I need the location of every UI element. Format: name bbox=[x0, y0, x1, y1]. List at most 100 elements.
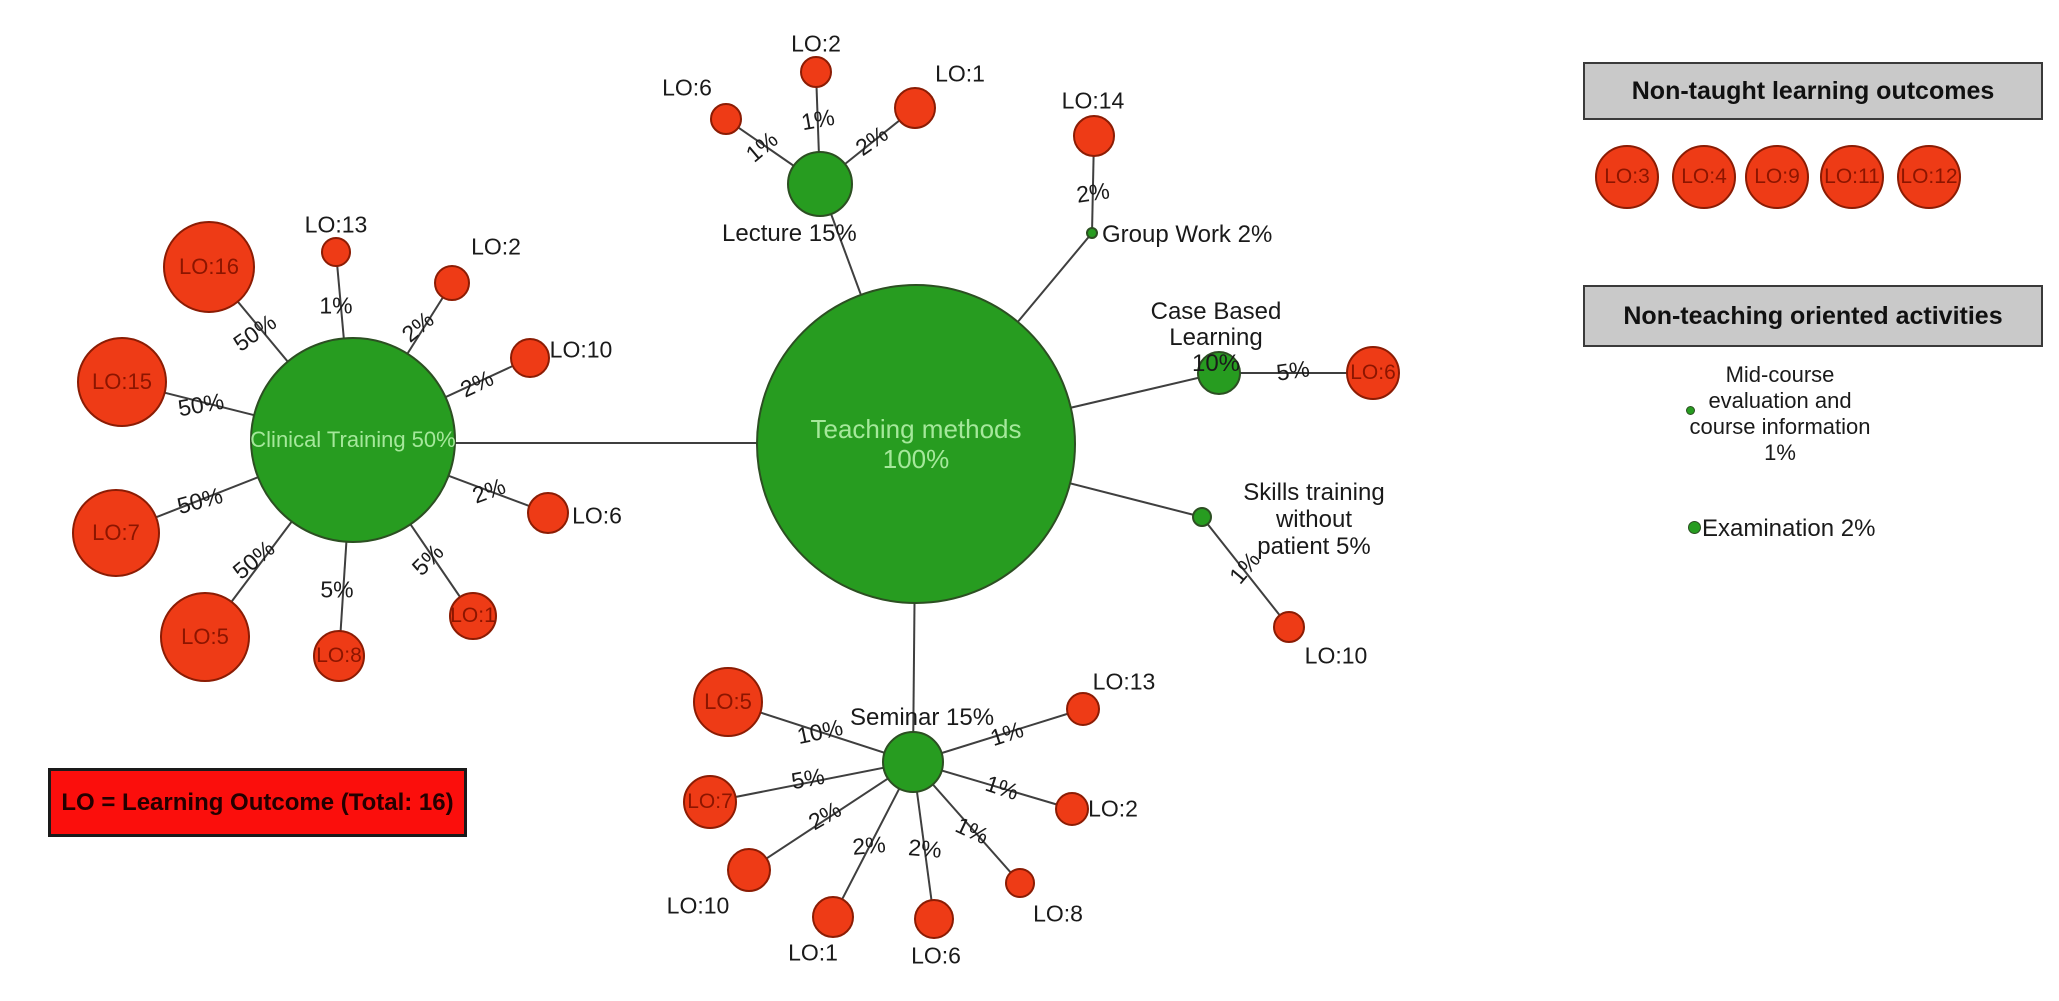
case-based-node bbox=[1197, 351, 1241, 395]
outcome-label: LO:10 bbox=[1304, 642, 1368, 669]
seminar-node bbox=[882, 731, 944, 793]
outcome-node-lo8 bbox=[1005, 868, 1035, 898]
outcome-node-lo3: LO:3 bbox=[1595, 145, 1659, 209]
outcome-node-lo2 bbox=[1055, 792, 1089, 826]
outcome-node-lo6: LO:6 bbox=[1346, 346, 1400, 400]
outcome-node-lo7: LO:7 bbox=[683, 775, 737, 829]
outcome-node-lo9: LO:9 bbox=[1745, 145, 1809, 209]
lecture-node bbox=[787, 151, 853, 217]
group-work-label: Group Work 2% bbox=[1102, 221, 1273, 248]
outcome-label: LO:6 bbox=[572, 502, 622, 529]
lecture-label: Lecture 15% bbox=[722, 220, 857, 247]
outcome-node-lo1 bbox=[812, 896, 854, 938]
outcome-label: LO:9 bbox=[1754, 165, 1800, 188]
outcome-label: LO:5 bbox=[704, 689, 752, 714]
case-based-label-line1: Case Based Learning bbox=[1150, 298, 1282, 351]
outcome-label: LO:8 bbox=[1033, 900, 1083, 927]
outcome-label: LO:8 bbox=[316, 644, 362, 667]
skills-training-label-line1: Skills training without bbox=[1243, 479, 1385, 533]
outcome-node-lo2 bbox=[800, 56, 832, 88]
seminar-label: Seminar 15% bbox=[850, 704, 995, 731]
legend-box: LO = Learning Outcome (Total: 16) bbox=[48, 768, 467, 837]
outcome-node-lo6 bbox=[710, 103, 742, 135]
outcome-label: LO:15 bbox=[92, 369, 152, 394]
outcome-label: LO:6 bbox=[1350, 361, 1396, 384]
outcome-label: LO:14 bbox=[1061, 87, 1125, 114]
outcome-label: LO:1 bbox=[935, 60, 985, 87]
skills-training-node bbox=[1192, 507, 1212, 527]
skills-training-label-line2: patient 5% bbox=[1257, 533, 1371, 560]
outcome-node-lo12: LO:12 bbox=[1897, 145, 1961, 209]
examination-label: Examination 2% bbox=[1702, 515, 1876, 542]
outcome-label: LO:6 bbox=[662, 74, 712, 101]
group-work-node bbox=[1086, 227, 1098, 239]
midcourse-line1: Mid-course bbox=[1725, 362, 1835, 387]
outcome-label: LO:1 bbox=[450, 604, 496, 627]
outcome-node-lo8: LO:8 bbox=[313, 630, 365, 682]
teaching-methods-label: Teaching methods 100% bbox=[810, 414, 1021, 474]
outcome-label: LO:7 bbox=[92, 520, 140, 545]
outcome-node-lo10 bbox=[510, 338, 550, 378]
outcome-node-lo13 bbox=[1066, 692, 1100, 726]
outcome-node-lo1: LO:1 bbox=[449, 592, 497, 640]
outcome-node-lo5: LO:5 bbox=[693, 667, 763, 737]
outcome-node-lo6 bbox=[914, 899, 954, 939]
outcome-node-lo5: LO:5 bbox=[160, 592, 250, 682]
outcome-node-lo16: LO:16 bbox=[163, 221, 255, 313]
midcourse-dot bbox=[1686, 406, 1695, 415]
outcome-node-lo10 bbox=[1273, 611, 1305, 643]
teaching-methods-node: Teaching methods 100% bbox=[756, 284, 1076, 604]
outcome-label: LO:5 bbox=[181, 624, 229, 649]
midcourse-label: Mid-course evaluation and course informa… bbox=[1680, 362, 1880, 466]
skills-training-label: Skills training without patient 5% bbox=[1213, 479, 1415, 560]
edge-weight: 1% bbox=[319, 292, 353, 319]
legend-text: LO = Learning Outcome (Total: 16) bbox=[61, 788, 454, 816]
edge-weight: 5% bbox=[320, 576, 354, 603]
clinical-training-node: Clinical Training 50% bbox=[250, 337, 456, 543]
outcome-node-lo15: LO:15 bbox=[77, 337, 167, 427]
outcome-node-lo4: LO:4 bbox=[1672, 145, 1736, 209]
examination-dot bbox=[1688, 521, 1701, 534]
edge-weight: 5% bbox=[789, 762, 827, 795]
non-teaching-title: Non-teaching oriented activities bbox=[1623, 301, 2003, 330]
edge-weight: 2% bbox=[907, 834, 943, 863]
outcome-label: LO:13 bbox=[304, 211, 368, 238]
edge-weight: 1% bbox=[799, 103, 837, 136]
outcome-label: LO:1 bbox=[788, 939, 838, 966]
outcome-label: LO:7 bbox=[687, 790, 733, 813]
midcourse-line3: course information bbox=[1689, 414, 1871, 439]
outcome-label: LO:13 bbox=[1092, 668, 1156, 695]
case-based-label-line2: 10% bbox=[1191, 350, 1241, 377]
outcome-label: LO:10 bbox=[666, 892, 730, 919]
outcome-label: LO:11 bbox=[1824, 165, 1880, 188]
outcome-label: LO:4 bbox=[1681, 165, 1727, 188]
outcome-label: LO:16 bbox=[179, 254, 239, 279]
edge-weight: 2% bbox=[851, 831, 887, 860]
outcome-label: LO:10 bbox=[549, 336, 613, 363]
outcome-node-lo1 bbox=[894, 87, 936, 129]
outcome-node-lo11: LO:11 bbox=[1820, 145, 1884, 209]
outcome-label: LO:3 bbox=[1604, 165, 1650, 188]
clinical-training-label: Clinical Training 50% bbox=[250, 427, 456, 452]
midcourse-line2: evaluation and bbox=[1708, 388, 1852, 413]
teaching-methods-title: Teaching methods bbox=[810, 414, 1022, 444]
outcome-node-lo6 bbox=[527, 492, 569, 534]
case-based-label: Case Based Learning 10% bbox=[1116, 299, 1316, 377]
outcome-label: LO:2 bbox=[791, 30, 841, 57]
non-taught-header: Non-taught learning outcomes bbox=[1583, 62, 2043, 120]
outcome-label: LO:12 bbox=[1900, 165, 1958, 188]
outcome-label: LO:2 bbox=[471, 233, 521, 260]
outcome-label: LO:2 bbox=[1088, 795, 1138, 822]
edge-weight: 5% bbox=[1274, 355, 1312, 386]
outcome-node-lo13 bbox=[321, 237, 351, 267]
non-teaching-header: Non-teaching oriented activities bbox=[1583, 285, 2043, 347]
edge-weight: 2% bbox=[1074, 177, 1112, 208]
non-taught-title: Non-taught learning outcomes bbox=[1631, 76, 1995, 105]
outcome-node-lo2 bbox=[434, 265, 470, 301]
outcome-label: LO:6 bbox=[911, 942, 961, 969]
outcome-node-lo7: LO:7 bbox=[72, 489, 160, 577]
midcourse-line4: 1% bbox=[1764, 440, 1796, 465]
teaching-methods-pct: 100% bbox=[882, 444, 950, 474]
outcome-node-lo10 bbox=[727, 848, 771, 892]
